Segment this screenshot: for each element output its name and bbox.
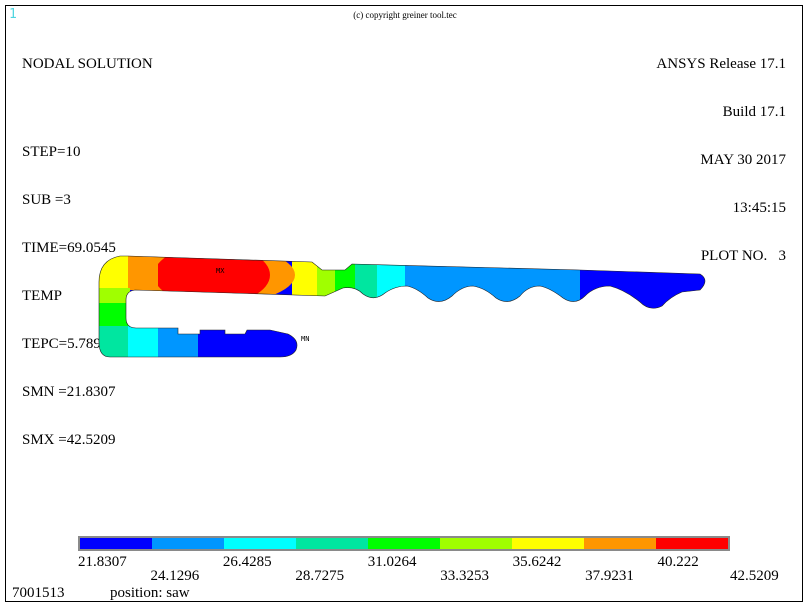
legend-tick-label: 21.8307 <box>78 554 127 570</box>
window-number: 1 <box>9 7 17 22</box>
legend-tick-label: 28.7275 <box>295 568 345 584</box>
legend-tick-label: 40.222 <box>657 554 699 570</box>
zone-bottom-teal <box>99 326 130 357</box>
plot-frame <box>5 5 803 602</box>
zone-left-orange <box>128 256 158 290</box>
legend-swatch-4 <box>296 538 368 549</box>
zone-left-green <box>99 303 130 327</box>
release-time: 13:45:15 <box>732 200 786 216</box>
legend-tick-label: 42.5209 <box>730 568 779 584</box>
zone-left-yellow-green <box>99 288 130 304</box>
release-product: ANSYS Release 17.1 <box>656 56 786 72</box>
solution-title: NODAL SOLUTION <box>22 56 153 72</box>
zone-teal <box>352 256 377 300</box>
plot-number: PLOT NO. 3 <box>700 248 786 264</box>
zone-left-yellow <box>99 256 130 290</box>
release-date: MAY 30 2017 <box>700 152 786 168</box>
legend-color-bar <box>78 536 730 551</box>
solution-info: NODAL SOLUTION STEP=10 SUB =3 TIME=69.05… <box>22 24 153 464</box>
sub-label: SUB =3 <box>22 192 71 208</box>
legend-swatch-9 <box>656 538 728 549</box>
legend-tick-label: 33.3253 <box>440 568 489 584</box>
model-id: 7001513 <box>12 585 65 601</box>
step-label: STEP=10 <box>22 144 81 160</box>
model-outline <box>98 255 706 358</box>
zone-bottom-cyan <box>128 326 160 357</box>
item-label: TEMP <box>22 288 63 304</box>
legend-swatch-5 <box>368 538 440 549</box>
smx-label: SMX =42.5209 <box>22 432 116 448</box>
zone-yellow <box>292 256 317 300</box>
min-marker: MN <box>301 335 309 343</box>
legend-swatch-2 <box>152 538 224 549</box>
legend-tick-label: 24.1296 <box>150 568 200 584</box>
legend-tick-label: 31.0264 <box>367 554 417 570</box>
zone-red <box>154 256 270 305</box>
legend-swatch-6 <box>440 538 512 549</box>
zone-cyan <box>375 256 405 300</box>
legend-swatch-7 <box>512 538 584 549</box>
copyright-note: (c) copyright greiner tool.tec <box>353 10 457 20</box>
legend-tick-label: 35.6242 <box>512 554 562 570</box>
release-info: ANSYS Release 17.1 Build 17.1 MAY 30 201… <box>656 24 786 280</box>
legend-swatch-1 <box>80 538 152 549</box>
zone-light-blue <box>400 256 580 357</box>
smn-label: SMN =21.8307 <box>22 384 116 400</box>
legend-swatch-8 <box>584 538 656 549</box>
legend-tick-label: 37.9231 <box>585 568 634 584</box>
tepc-label: TEPC=5.78954 <box>22 336 116 352</box>
max-marker: MX <box>216 267 225 275</box>
release-build: Build 17.1 <box>722 104 786 120</box>
position-label: position: saw <box>110 585 190 601</box>
legend-tick-label: 26.4285 <box>222 554 272 570</box>
legend-swatch-3 <box>224 538 296 549</box>
time-label: TIME=69.0545 <box>22 240 116 256</box>
